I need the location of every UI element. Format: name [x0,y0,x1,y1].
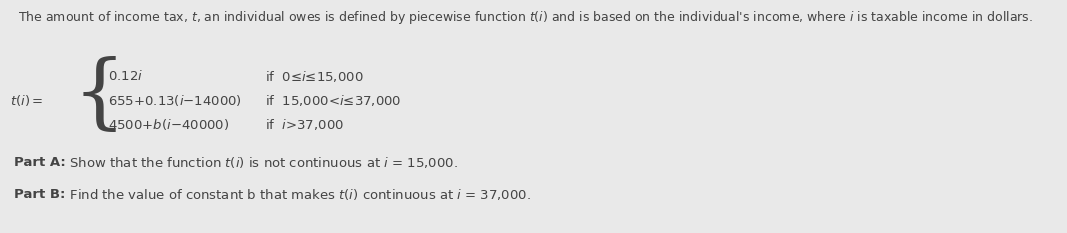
Text: Part A:: Part A: [14,157,66,169]
Text: The amount of income tax, $t$, an individual owes is defined by piecewise functi: The amount of income tax, $t$, an indivi… [18,9,1033,26]
Text: if  15,000<$i$≤37,000: if 15,000<$i$≤37,000 [265,93,401,107]
Text: if  0≤$i$≤15,000: if 0≤$i$≤15,000 [265,69,364,83]
Text: 4500+$b$($i$−40000): 4500+$b$($i$−40000) [108,116,229,131]
Text: Part B:: Part B: [14,188,65,202]
Text: 0.12$i$: 0.12$i$ [108,69,143,83]
Text: Show that the function $t(i)$ is not continuous at $i$ = 15,000.: Show that the function $t(i)$ is not con… [61,155,458,171]
Text: {: { [73,56,126,136]
Text: if  $i$>37,000: if $i$>37,000 [265,116,344,131]
Text: $t(i)=$: $t(i)=$ [10,93,44,107]
Text: Find the value of constant b that makes $t(i)$ continuous at $i$ = 37,000.: Find the value of constant b that makes … [61,188,531,202]
Text: 655+0.13($i$−14000): 655+0.13($i$−14000) [108,93,242,107]
